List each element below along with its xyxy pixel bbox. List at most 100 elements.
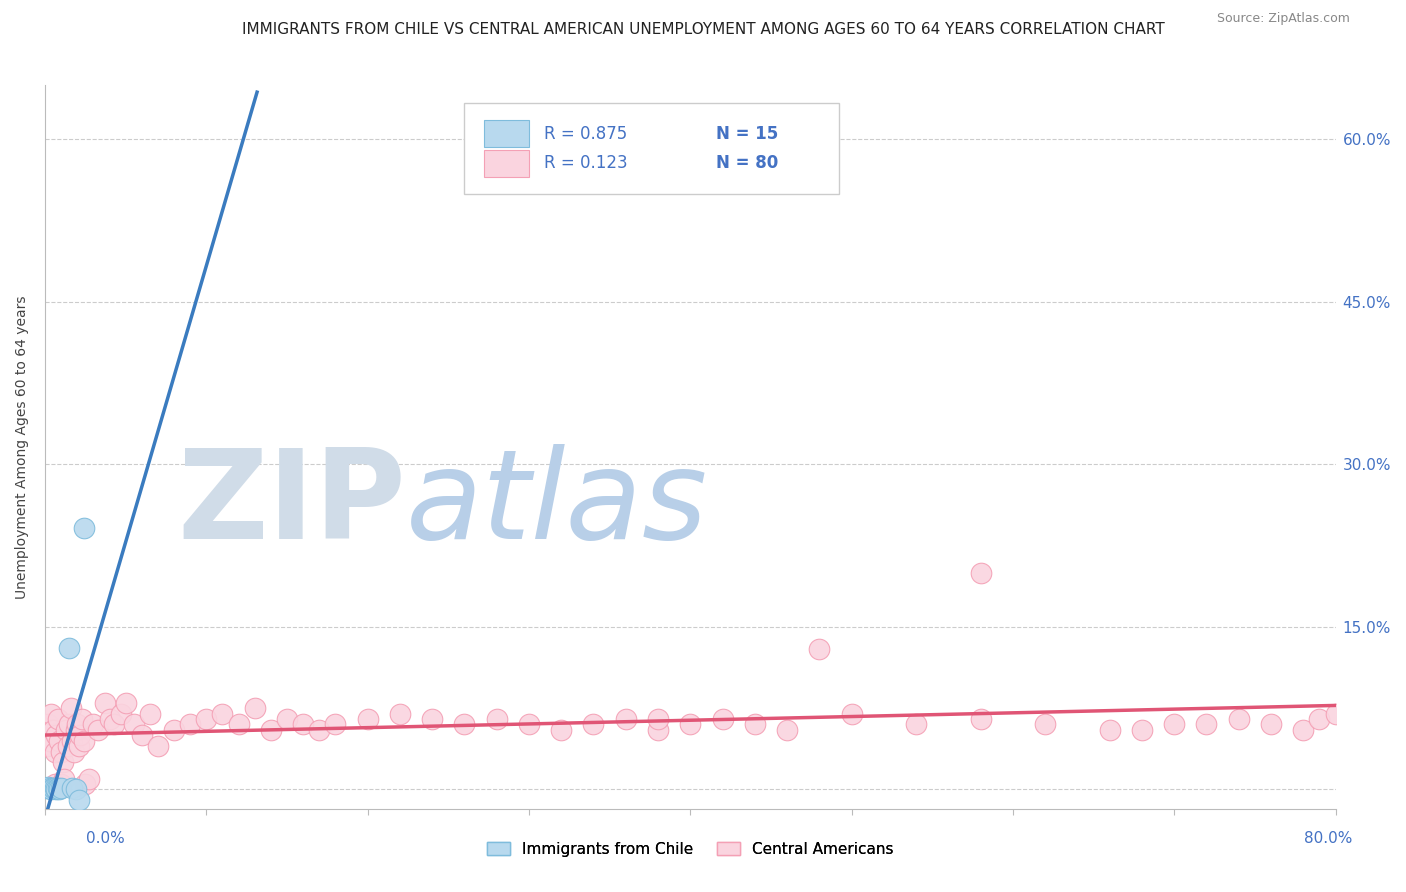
Text: ZIP: ZIP	[177, 444, 406, 566]
Point	[45, 782, 67, 797]
Point	[179, 717, 201, 731]
Point	[517, 717, 540, 731]
Point	[44, 777, 66, 791]
Text: IMMIGRANTS FROM CHILE VS CENTRAL AMERICAN UNEMPLOYMENT AMONG AGES 60 TO 64 YEARS: IMMIGRANTS FROM CHILE VS CENTRAL AMERICA…	[242, 22, 1164, 37]
Point	[49, 777, 72, 791]
Point	[614, 712, 637, 726]
Point	[420, 712, 443, 726]
Point	[37, 717, 59, 731]
Point	[35, 781, 58, 796]
Point	[70, 712, 93, 726]
Point	[52, 756, 75, 770]
Point	[114, 696, 136, 710]
Point	[308, 723, 330, 737]
Point	[87, 723, 110, 737]
Point	[1324, 706, 1347, 721]
Point	[711, 712, 734, 726]
Point	[776, 723, 799, 737]
Point	[55, 723, 77, 737]
Y-axis label: Unemployment Among Ages 60 to 64 years: Unemployment Among Ages 60 to 64 years	[15, 295, 30, 599]
Point	[35, 739, 58, 753]
Point	[59, 701, 82, 715]
Point	[44, 745, 66, 759]
Point	[1227, 712, 1250, 726]
Point	[969, 566, 991, 580]
Point	[103, 717, 125, 731]
Point	[356, 712, 378, 726]
Point	[647, 712, 669, 726]
Point	[53, 772, 76, 786]
Point	[243, 701, 266, 715]
Point	[42, 781, 65, 796]
Point	[56, 739, 79, 753]
Point	[67, 793, 90, 807]
Point	[1098, 723, 1121, 737]
Point	[37, 780, 59, 795]
Point	[38, 781, 60, 796]
Text: N = 15: N = 15	[716, 125, 779, 143]
Point	[485, 712, 508, 726]
Point	[38, 733, 60, 747]
Point	[388, 706, 411, 721]
Point	[73, 733, 96, 747]
Point	[1260, 717, 1282, 731]
Point	[44, 781, 66, 796]
Point	[48, 733, 70, 747]
Point	[67, 739, 90, 753]
Point	[1130, 723, 1153, 737]
Point	[58, 717, 80, 731]
Point	[325, 717, 347, 731]
FancyBboxPatch shape	[464, 103, 839, 194]
Point	[77, 772, 100, 786]
Point	[122, 717, 145, 731]
Point	[60, 781, 83, 796]
Legend: Immigrants from Chile, Central Americans: Immigrants from Chile, Central Americans	[481, 836, 900, 863]
Point	[195, 712, 218, 726]
Point	[1292, 723, 1315, 737]
Point	[48, 782, 70, 797]
Point	[63, 745, 86, 759]
Point	[453, 717, 475, 731]
Point	[260, 723, 283, 737]
Point	[69, 728, 91, 742]
Point	[98, 712, 121, 726]
Point	[211, 706, 233, 721]
Point	[41, 782, 63, 797]
Point	[1163, 717, 1185, 731]
FancyBboxPatch shape	[484, 120, 529, 147]
Point	[49, 745, 72, 759]
Text: Source: ZipAtlas.com: Source: ZipAtlas.com	[1216, 12, 1350, 25]
Point	[647, 723, 669, 737]
Point	[1195, 717, 1218, 731]
Point	[146, 739, 169, 753]
Point	[808, 641, 831, 656]
Point	[841, 706, 863, 721]
Point	[46, 781, 69, 796]
Point	[110, 706, 132, 721]
Point	[550, 723, 572, 737]
Point	[163, 723, 186, 737]
Point	[60, 733, 83, 747]
Point	[42, 723, 65, 737]
Point	[276, 712, 298, 726]
Point	[58, 640, 80, 655]
FancyBboxPatch shape	[484, 150, 529, 178]
Point	[82, 717, 104, 731]
Point	[292, 717, 315, 731]
Text: N = 80: N = 80	[716, 154, 779, 172]
Point	[1308, 712, 1330, 726]
Text: R = 0.123: R = 0.123	[544, 154, 628, 172]
Point	[65, 782, 87, 797]
Point	[46, 712, 69, 726]
Point	[45, 728, 67, 742]
Point	[744, 717, 766, 731]
Point	[73, 521, 96, 535]
Point	[65, 723, 87, 737]
Point	[139, 706, 162, 721]
Text: atlas: atlas	[406, 444, 709, 566]
Point	[969, 712, 991, 726]
Text: 0.0%: 0.0%	[86, 831, 125, 846]
Point	[679, 717, 702, 731]
Text: 80.0%: 80.0%	[1305, 831, 1353, 846]
Point	[131, 728, 153, 742]
